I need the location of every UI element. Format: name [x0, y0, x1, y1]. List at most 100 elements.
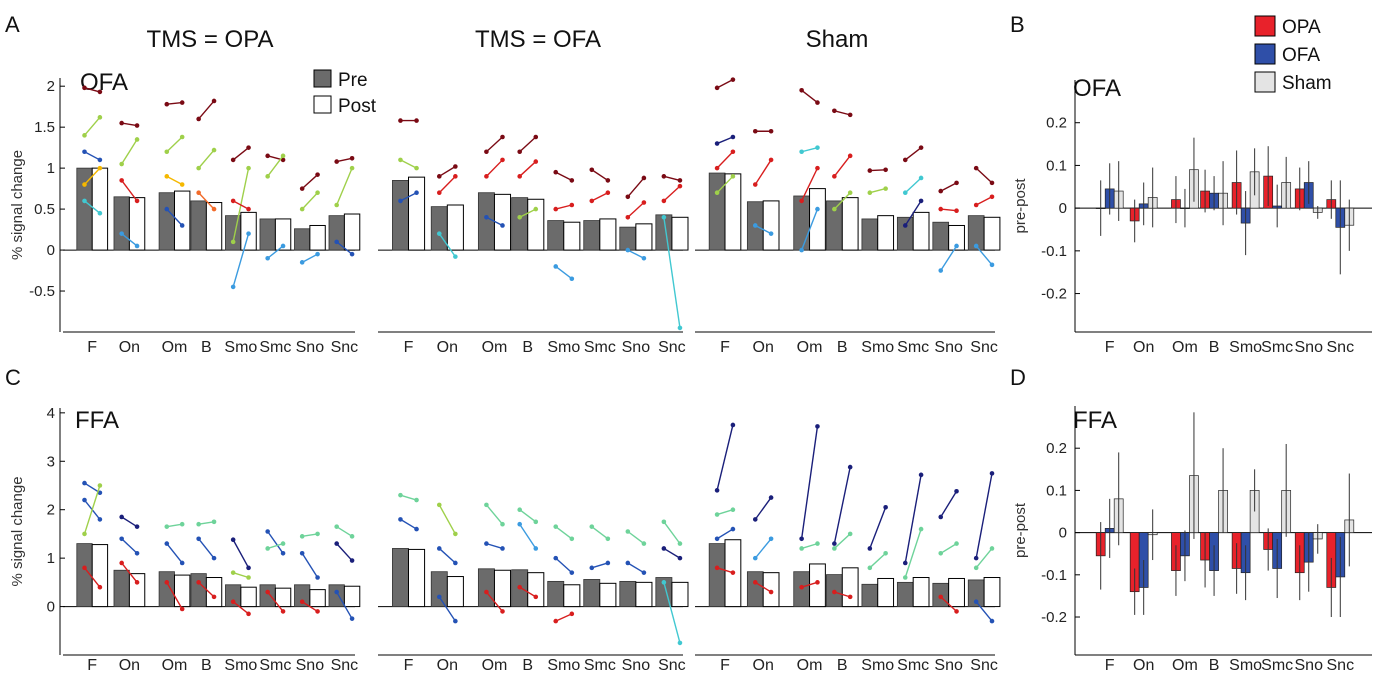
subpanel-1: F On Om B Smo Smc Sno Snc — [63, 85, 361, 356]
subject-point-post — [815, 541, 820, 546]
subject-point-post — [500, 546, 505, 551]
subject-point-pre — [265, 153, 270, 159]
subject-line — [166, 523, 183, 528]
subject-point-post — [453, 164, 458, 169]
subject-point-pre — [334, 159, 339, 164]
subject-point-pre — [832, 174, 837, 179]
subject-point-pre — [902, 223, 908, 228]
bar-post — [635, 581, 653, 608]
category-label: Sno — [934, 339, 963, 356]
y-tick-label: 0 — [47, 242, 55, 259]
subject-point-pre — [714, 488, 720, 493]
y-tick-label: 3 — [47, 453, 55, 470]
subject-point-pre — [196, 521, 201, 527]
subject-point-post — [677, 640, 683, 646]
subject-point-post — [97, 157, 103, 163]
category-label: Smo — [1229, 657, 1262, 674]
subject-line — [716, 136, 734, 145]
subpanel-2: F On Om B Smo Smc Sno Snc — [378, 492, 689, 674]
subject-line — [627, 177, 645, 198]
subject-point-pre — [938, 550, 944, 556]
subject-line — [438, 233, 456, 258]
bar-post — [599, 218, 617, 251]
bar-pre — [708, 172, 726, 251]
subject-point-post — [847, 464, 853, 470]
subject-point-pre — [752, 517, 758, 522]
panel-letter-b: B — [1010, 12, 1025, 37]
subject-line — [627, 249, 645, 259]
subject-point-pre — [661, 198, 667, 204]
subject-point-post — [280, 550, 286, 556]
bar-post — [408, 176, 426, 251]
panel-letter-d: D — [1010, 365, 1026, 390]
category-label: Smo — [224, 339, 257, 356]
subject-point-post — [280, 153, 286, 159]
subject-line — [904, 177, 922, 194]
category-label: Om — [1172, 657, 1198, 674]
bar-post — [91, 544, 109, 608]
subject-point-pre — [334, 202, 339, 208]
bar-post — [724, 173, 742, 251]
bar-post — [983, 216, 1001, 251]
subject-line — [663, 175, 681, 182]
category-label: Om — [797, 339, 823, 356]
subject-line — [663, 185, 681, 202]
category-label: Smc — [259, 657, 291, 674]
category-label: Om — [482, 657, 508, 674]
category-label: Smc — [897, 339, 929, 356]
y-tick-label: 2 — [47, 78, 55, 95]
subject-point-post — [349, 251, 355, 257]
subject-point-pre — [82, 133, 87, 138]
subject-point-post — [989, 194, 995, 200]
subject-line — [869, 507, 887, 549]
subject-point-post — [883, 550, 888, 556]
subject-line — [716, 151, 734, 169]
y-tick-label: 1 — [47, 160, 55, 177]
subject-line — [716, 175, 734, 194]
subject-line — [400, 159, 417, 169]
subject-point-post — [730, 422, 736, 428]
subject-point-post — [349, 616, 355, 621]
subject-point-pre — [196, 536, 201, 542]
subject-point-post — [641, 541, 647, 546]
roi-label-a: OFA — [80, 69, 128, 96]
bar-post — [983, 577, 1001, 608]
subject-point-post — [641, 570, 647, 575]
subject-point-post — [179, 134, 185, 140]
subject-line — [232, 571, 249, 579]
category-label: B — [1209, 657, 1220, 674]
subject-point-pre — [230, 599, 236, 605]
subject-point-post — [641, 200, 647, 205]
subject-point-post — [954, 609, 959, 614]
subject-point-post — [315, 251, 320, 257]
y-tick-label: 0.1 — [1046, 157, 1067, 174]
subject-point-pre — [625, 560, 631, 566]
category-label: Smo — [224, 657, 257, 674]
bar-post — [563, 221, 581, 251]
subject-point-post — [453, 560, 458, 566]
subject-point-post — [134, 243, 140, 249]
subject-line — [940, 182, 957, 192]
subject-point-pre — [799, 87, 804, 93]
subject-point-post — [246, 165, 251, 171]
subject-point-post — [815, 165, 820, 171]
bar-pre — [477, 192, 495, 251]
bar-pre — [619, 226, 637, 251]
bar-post — [343, 585, 361, 608]
category-label: B — [522, 339, 533, 356]
category-label: On — [119, 339, 140, 356]
subject-point-post — [768, 157, 774, 163]
subject-point-post — [815, 424, 820, 429]
bar-pre — [793, 195, 810, 251]
subject-point-post — [414, 497, 419, 503]
subject-line — [166, 136, 183, 153]
subject-point-post — [453, 174, 458, 179]
bar-post — [948, 224, 965, 251]
subject-point-pre — [164, 524, 170, 529]
subject-point-pre — [973, 202, 979, 208]
subject-point-post — [453, 531, 458, 537]
category-label: On — [1133, 339, 1154, 356]
subject-line — [121, 179, 138, 202]
bar-post — [877, 577, 895, 608]
